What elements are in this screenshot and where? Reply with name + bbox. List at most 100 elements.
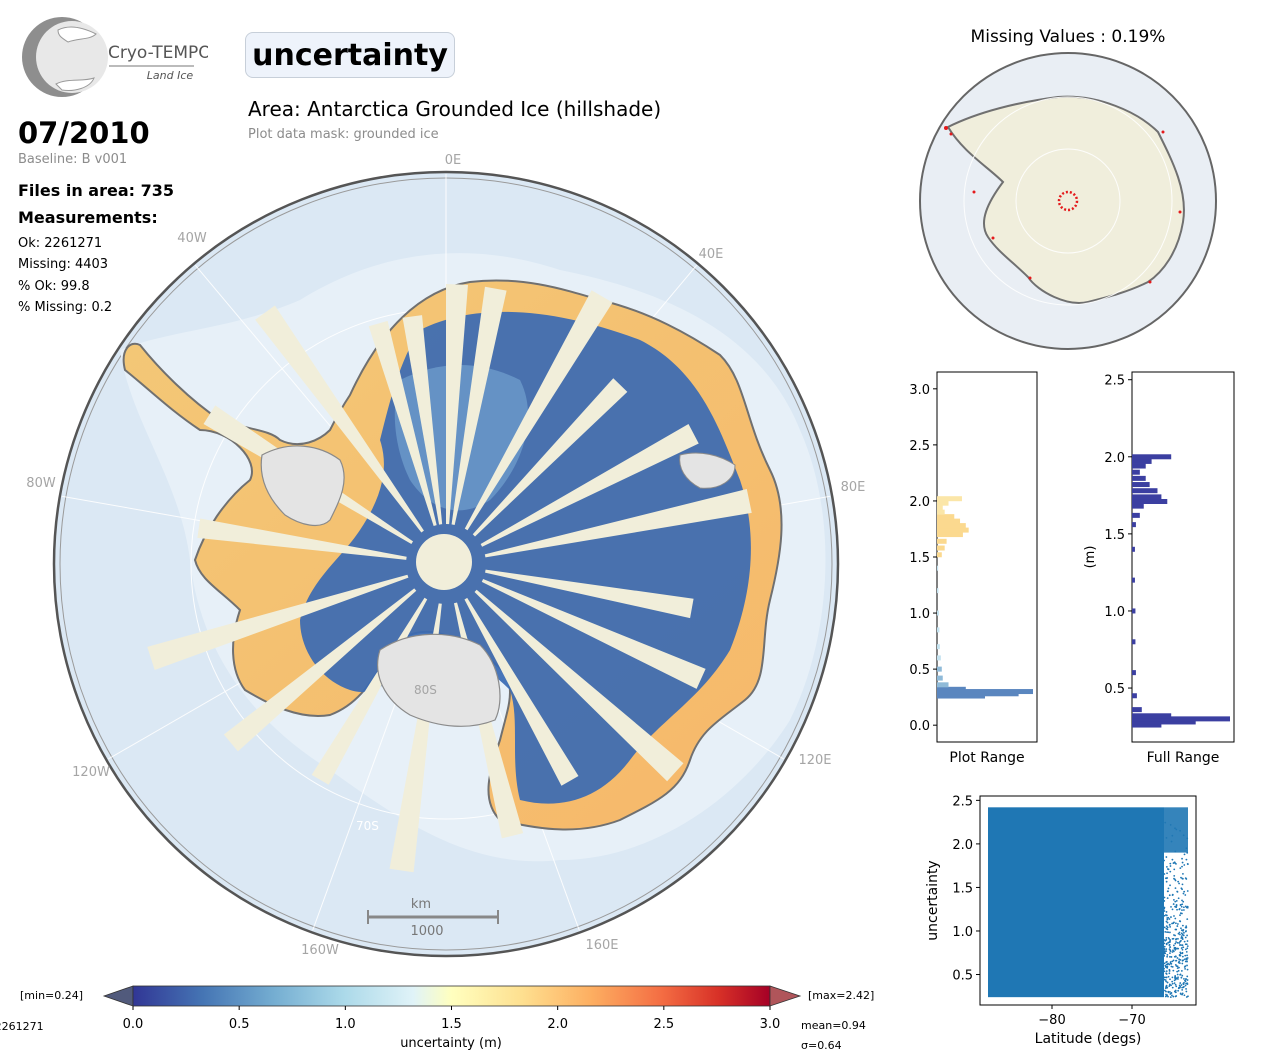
scatter-point bbox=[1178, 931, 1181, 934]
scatter-point bbox=[1163, 962, 1166, 965]
hist-bar bbox=[937, 500, 949, 506]
hist-tick-label: 2.5 bbox=[909, 439, 930, 454]
scatter-point bbox=[1176, 957, 1179, 959]
scatter-point bbox=[1179, 867, 1182, 869]
scatter-point bbox=[1168, 983, 1171, 986]
scatter-point bbox=[1182, 906, 1185, 909]
measurements-heading: Measurements: bbox=[18, 208, 158, 227]
scatter-point bbox=[1169, 939, 1172, 941]
scatter-point bbox=[1171, 894, 1174, 897]
scatter-point bbox=[1176, 908, 1178, 911]
scatter-ytick-label: 2.5 bbox=[952, 794, 973, 809]
colorbar-min-label: [min=0.24] bbox=[20, 989, 83, 1002]
scatter-ytick-label: 1.0 bbox=[952, 925, 973, 940]
scatter-point bbox=[1186, 940, 1189, 942]
plot-range-histogram: 0.0 0.5 1.0 1.5 2.0 2.5 3.0 Plot Range bbox=[909, 371, 1038, 766]
scatter-point bbox=[1186, 945, 1189, 948]
scatter-point bbox=[1165, 925, 1168, 928]
scatter-point bbox=[1163, 906, 1166, 909]
colorbar-tick-label: 2.5 bbox=[653, 1017, 674, 1032]
scatter-point bbox=[1181, 933, 1184, 936]
stat-percent-missing: % Missing: 0.2 bbox=[18, 300, 113, 315]
lon-label-120e: 120E bbox=[798, 753, 831, 768]
inset-land bbox=[946, 95, 1185, 304]
stat-percent-ok: % Ok: 99.8 bbox=[18, 279, 90, 294]
scatter-point bbox=[1182, 959, 1185, 962]
scatter-point bbox=[1169, 865, 1172, 867]
scatter-point bbox=[1174, 983, 1177, 986]
scatter-point bbox=[1163, 976, 1166, 979]
scatter-point bbox=[1168, 918, 1171, 920]
ronne-ice-shelf bbox=[260, 445, 345, 527]
hist-bar bbox=[937, 675, 943, 681]
scatter-point bbox=[1181, 909, 1183, 912]
hist-bar bbox=[1132, 639, 1136, 645]
scatter-point bbox=[1174, 879, 1177, 882]
files-in-area: Files in area: 735 bbox=[18, 181, 174, 200]
hist-bar bbox=[937, 552, 942, 558]
scatter-upper-band bbox=[1164, 807, 1188, 853]
scatter-point bbox=[1163, 951, 1166, 954]
hist-bar bbox=[1132, 503, 1144, 509]
scatter-point bbox=[1167, 916, 1170, 919]
scatter-point bbox=[1163, 948, 1166, 951]
lat-label-70s: 70S bbox=[356, 819, 379, 833]
missing-pole-ring bbox=[1057, 190, 1079, 212]
lon-label-40e: 40E bbox=[699, 247, 724, 262]
scatter-point bbox=[1165, 880, 1168, 883]
scatter-point bbox=[1182, 900, 1185, 903]
hist-tick-label: 3.0 bbox=[909, 383, 930, 398]
scatter-point bbox=[1164, 965, 1167, 968]
scatter-point bbox=[1186, 890, 1189, 892]
scatter-point bbox=[1172, 959, 1175, 962]
hist-tick-label: 2.0 bbox=[1104, 451, 1125, 466]
hist-bar bbox=[937, 496, 962, 502]
scatter-point bbox=[1179, 993, 1182, 995]
scatter-point bbox=[1181, 883, 1184, 886]
hist-bar bbox=[937, 686, 966, 692]
scatter-point bbox=[1181, 992, 1184, 995]
hist-bar bbox=[937, 532, 963, 538]
hist-tick-label: 2.0 bbox=[909, 495, 930, 510]
colorbar-gradient bbox=[132, 985, 771, 1007]
scatter-point bbox=[1168, 972, 1171, 975]
hist-frame bbox=[1131, 371, 1235, 743]
lon-label-120w: 120W bbox=[72, 765, 110, 780]
scatter-point bbox=[1165, 980, 1167, 983]
lon-label-80w: 80W bbox=[26, 476, 56, 491]
hist-bar bbox=[1132, 719, 1196, 725]
unsampled-wedge bbox=[197, 518, 407, 560]
unsampled-wedge bbox=[255, 305, 424, 533]
parameter-title: uncertainty bbox=[252, 37, 448, 73]
scatter-point bbox=[1174, 862, 1176, 864]
scatter-point bbox=[1175, 965, 1178, 967]
scatter-point bbox=[1163, 945, 1166, 948]
scatter-point bbox=[1177, 976, 1179, 979]
scatter-point bbox=[1173, 982, 1176, 985]
colorbar-mean-label: mean=0.94 bbox=[801, 1019, 866, 1032]
hist-xlabel: Plot Range bbox=[949, 750, 1024, 766]
scale-bar: km 1000 bbox=[367, 897, 499, 939]
hist-xlabel: Full Range bbox=[1147, 750, 1220, 766]
scatter-point bbox=[1177, 978, 1179, 980]
scatter-point bbox=[1186, 934, 1188, 937]
inset-title: Missing Values : 0.19% bbox=[970, 27, 1166, 47]
scatter-point bbox=[1181, 948, 1184, 951]
hist-bar bbox=[1132, 488, 1158, 494]
scatter-point bbox=[1184, 943, 1187, 946]
scatter-point bbox=[1174, 975, 1177, 977]
stat-missing: Missing: 4403 bbox=[18, 257, 109, 272]
hist-bar bbox=[1132, 577, 1135, 583]
scalebar-unit: km bbox=[411, 897, 431, 912]
scatter-point bbox=[1180, 976, 1183, 979]
scatter-point bbox=[1166, 967, 1169, 969]
hist-bar bbox=[1132, 463, 1146, 469]
scatter-point bbox=[1168, 894, 1171, 897]
hist-bar bbox=[1132, 512, 1140, 518]
scatter-xlabel: Latitude (degs) bbox=[1035, 1031, 1142, 1047]
hist-bar bbox=[937, 527, 969, 533]
scatter-point bbox=[1170, 956, 1173, 958]
scatter-point bbox=[1171, 858, 1174, 861]
lon-label-160w: 160W bbox=[301, 943, 339, 958]
scatter-point bbox=[1181, 877, 1184, 880]
